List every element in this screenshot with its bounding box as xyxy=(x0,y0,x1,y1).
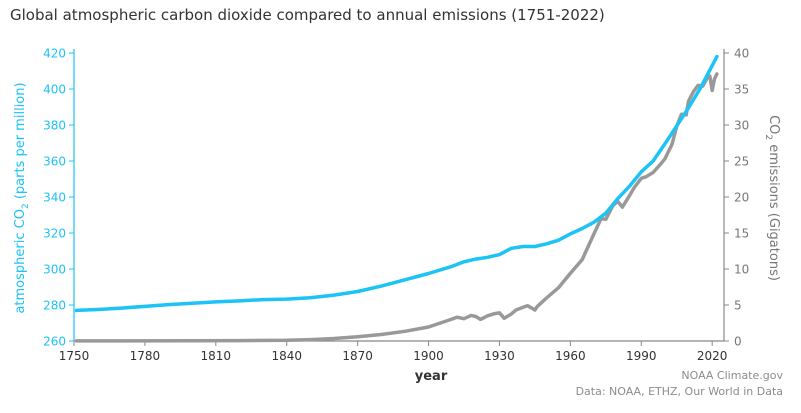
left-y-tick-label: 260 xyxy=(43,335,66,349)
right-y-tick-label: 15 xyxy=(734,227,749,241)
left-y-axis-label-main: atmospheric CO xyxy=(13,209,28,314)
right-y-tick-label: 35 xyxy=(734,83,749,97)
right-y-tick-label: 20 xyxy=(734,191,749,205)
right-y-axis-label-main: CO xyxy=(766,115,781,134)
left-y-axis-label: atmospheric CO2 (parts per million) xyxy=(13,82,31,313)
right-y-tick-label: 10 xyxy=(734,263,749,277)
left-y-tick-label: 300 xyxy=(43,263,66,277)
x-tick-label: 1930 xyxy=(484,349,515,363)
right-y-tick-label: 30 xyxy=(734,119,749,133)
left-y-tick-label: 340 xyxy=(43,191,66,205)
right-y-ticks: 0 5 10 15 20 25 30 35 40 xyxy=(724,47,749,349)
x-tick-label: 1960 xyxy=(555,349,586,363)
right-y-tick-label: 5 xyxy=(734,299,742,313)
left-y-tick-label: 360 xyxy=(43,155,66,169)
credit-source: NOAA Climate.gov xyxy=(681,369,783,382)
x-tick-label: 1870 xyxy=(342,349,373,363)
right-y-tick-label: 0 xyxy=(734,335,742,349)
left-y-tick-label: 400 xyxy=(43,83,66,97)
x-ticks: 1750 1780 1810 1840 1870 1900 1930 1960 1990 2020 xyxy=(59,341,728,363)
x-tick-label: 2020 xyxy=(697,349,728,363)
left-y-axis-label-tail: (parts per million) xyxy=(13,82,28,203)
x-tick-label: 1780 xyxy=(130,349,161,363)
chart-title: Global atmospheric carbon dioxide compar… xyxy=(10,6,605,24)
x-tick-label: 1750 xyxy=(59,349,90,363)
left-y-tick-label: 280 xyxy=(43,299,66,313)
credit-data: Data: NOAA, ETHZ, Our World in Data xyxy=(575,385,783,398)
series-line-co2 xyxy=(74,54,719,313)
right-y-axis-label-subscript: 2 xyxy=(763,134,773,140)
left-y-tick-label: 380 xyxy=(43,119,66,133)
right-y-tick-label: 25 xyxy=(734,155,749,169)
left-y-ticks: 260 280 300 320 340 360 380 400 420 xyxy=(43,47,74,349)
x-tick-label: 1900 xyxy=(413,349,444,363)
series-line-emissions xyxy=(74,72,719,343)
x-tick-label: 1990 xyxy=(626,349,657,363)
left-y-axis-label-subscript: 2 xyxy=(21,203,31,209)
x-tick-label: 1810 xyxy=(201,349,232,363)
right-y-tick-label: 40 xyxy=(734,47,749,61)
right-y-axis-label: CO2 emissions (Gigatons) xyxy=(763,115,781,281)
right-y-axis-label-tail: emissions (Gigatons) xyxy=(766,140,781,281)
left-y-tick-label: 420 xyxy=(43,47,66,61)
x-axis-label: year xyxy=(415,369,448,384)
x-tick-label: 1840 xyxy=(271,349,302,363)
left-y-tick-label: 320 xyxy=(43,227,66,241)
